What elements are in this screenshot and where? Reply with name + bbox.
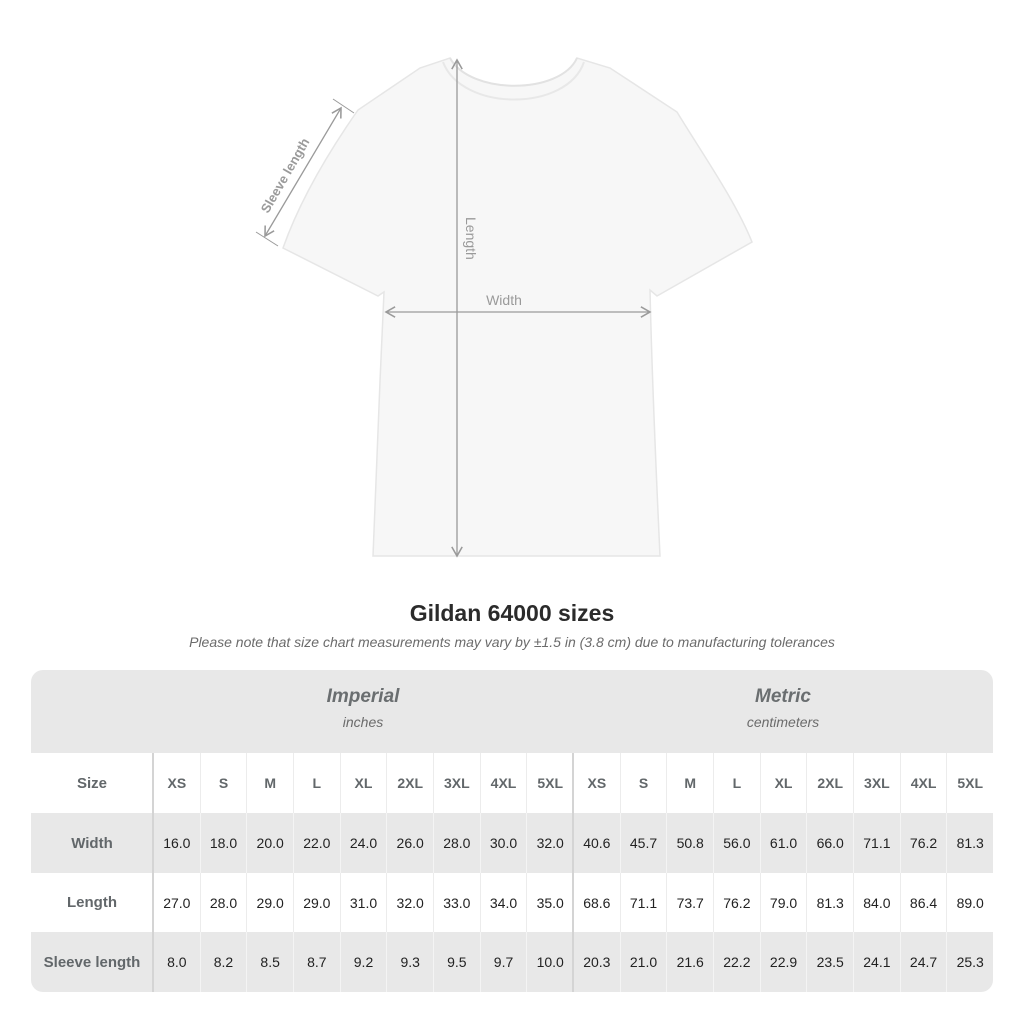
table-row: Sleeve length 8.0 8.2 8.5 8.7 9.2 9.3 9.5 9.7 10.…	[31, 932, 993, 992]
size-header-cell: 4XL	[479, 753, 527, 813]
imperial-value-cell: 27.0	[153, 872, 200, 933]
chart-title: Gildan 64000 sizes	[409, 600, 615, 626]
size-header-cell: XL	[339, 753, 387, 813]
imperial-value-cell: 18.0	[199, 813, 247, 873]
imperial-value-cell: 9.5	[433, 932, 480, 992]
size-header-cell: M	[666, 753, 713, 813]
imperial-unit: inches	[342, 714, 384, 730]
size-header-cell: S	[619, 753, 667, 813]
imperial-value-cell: 16.0	[153, 813, 200, 873]
size-header-cell: 4XL	[899, 753, 947, 813]
metric-value-cell: 61.0	[759, 813, 807, 873]
sleeve-arrow	[264, 106, 342, 238]
imperial-value-cell: 35.0	[526, 872, 573, 933]
metric-value-cell: 23.5	[806, 932, 853, 992]
imperial-group: Imperial inches	[153, 686, 573, 730]
size-header-cell: 3XL	[433, 753, 480, 813]
size-header-cell: 5XL	[526, 753, 573, 813]
size-header-cell: M	[246, 753, 293, 813]
imperial-value-cell: 34.0	[479, 872, 527, 933]
metric-value-cell: 22.9	[759, 932, 807, 992]
imperial-value-cell: 24.0	[339, 813, 387, 873]
metric-value-cell: 68.6	[573, 872, 620, 933]
row-label: Sleeve length	[43, 953, 141, 971]
imperial-value-cell: 9.2	[339, 932, 387, 992]
metric-value-cell: 20.3	[573, 932, 620, 992]
metric-value-cell: 21.6	[666, 932, 713, 992]
table-row: Width 16.0 18.0 20.0 22.0 24.0 26.0 28.0 30.0 32.…	[31, 813, 993, 873]
metric-value-cell: 24.7	[899, 932, 947, 992]
metric-value-cell: 84.0	[853, 872, 900, 933]
metric-value-cell: 73.7	[666, 872, 713, 933]
tshirt-diagram: Length Width Sleeve length	[255, 57, 753, 558]
imperial-value-cell: 22.0	[293, 813, 340, 873]
metric-unit: centimeters	[746, 714, 820, 730]
imperial-value-cell: 8.2	[199, 932, 247, 992]
imperial-value-cell: 8.0	[153, 932, 200, 992]
size-header-cell: 3XL	[853, 753, 900, 813]
table-row: Length 27.0 28.0 29.0 29.0 31.0 32.0 33.0 34.0 35…	[31, 872, 993, 933]
metric-value-cell: 86.4	[899, 872, 947, 933]
size-header-cell: L	[713, 753, 760, 813]
size-header-cell: XS	[573, 753, 620, 813]
metric-value-cell: 71.1	[619, 872, 667, 933]
metric-title: Metric	[755, 686, 811, 707]
metric-value-cell: 56.0	[713, 813, 760, 873]
size-header-cell: S	[199, 753, 247, 813]
size-header-cell: XS	[153, 753, 200, 813]
metric-value-cell: 45.7	[619, 813, 667, 873]
imperial-value-cell: 30.0	[479, 813, 527, 873]
imperial-value-cell: 29.0	[246, 872, 293, 933]
metric-value-cell: 22.2	[713, 932, 760, 992]
metric-value-cell: 66.0	[806, 813, 853, 873]
metric-value-cell: 79.0	[759, 872, 807, 933]
metric-value-cell: 76.2	[713, 872, 760, 933]
imperial-value-cell: 10.0	[526, 932, 573, 992]
size-table: Imperial inches Metric centimeters Size X…	[31, 670, 993, 992]
column-divider	[152, 753, 154, 992]
metric-value-cell: 81.3	[946, 813, 993, 873]
imperial-value-cell: 8.5	[246, 932, 293, 992]
tolerance-note: Please note that size chart measurements…	[189, 634, 835, 650]
imperial-value-cell: 26.0	[386, 813, 433, 873]
imperial-value-cell: 33.0	[433, 872, 480, 933]
imperial-value-cell: 31.0	[339, 872, 387, 933]
imperial-value-cell: 28.0	[199, 872, 247, 933]
metric-value-cell: 50.8	[666, 813, 713, 873]
imperial-value-cell: 20.0	[246, 813, 293, 873]
unit-header-band: Imperial inches Metric centimeters	[31, 670, 993, 753]
imperial-value-cell: 32.0	[526, 813, 573, 873]
metric-value-cell: 24.1	[853, 932, 900, 992]
length-label: Length	[463, 217, 479, 260]
size-header-cell: 2XL	[386, 753, 433, 813]
metric-value-cell: 76.2	[899, 813, 947, 873]
size-label: Size	[76, 774, 107, 792]
metric-value-cell: 89.0	[946, 872, 993, 933]
metric-group: Metric centimeters	[573, 686, 993, 730]
size-header-row: Size XS S M L XL 2XL 3XL 4XL 5XL XS S M L XL 2XL 3XL 4XL 5…	[31, 753, 993, 813]
column-divider	[572, 753, 574, 992]
imperial-value-cell: 9.7	[479, 932, 527, 992]
imperial-title: Imperial	[326, 686, 400, 707]
size-header-cell: L	[293, 753, 340, 813]
metric-value-cell: 25.3	[946, 932, 993, 992]
width-label: Width	[486, 292, 522, 308]
metric-value-cell: 81.3	[806, 872, 853, 933]
imperial-value-cell: 32.0	[386, 872, 433, 933]
imperial-value-cell: 29.0	[293, 872, 340, 933]
imperial-value-cell: 9.3	[386, 932, 433, 992]
metric-value-cell: 21.0	[619, 932, 667, 992]
imperial-value-cell: 8.7	[293, 932, 340, 992]
row-label: Width	[71, 834, 113, 852]
imperial-value-cell: 28.0	[433, 813, 480, 873]
size-header-cell: XL	[759, 753, 807, 813]
row-label: Length	[67, 894, 117, 912]
size-header-cell: 2XL	[806, 753, 853, 813]
metric-value-cell: 40.6	[573, 813, 620, 873]
size-header-cell: 5XL	[946, 753, 993, 813]
metric-value-cell: 71.1	[853, 813, 900, 873]
